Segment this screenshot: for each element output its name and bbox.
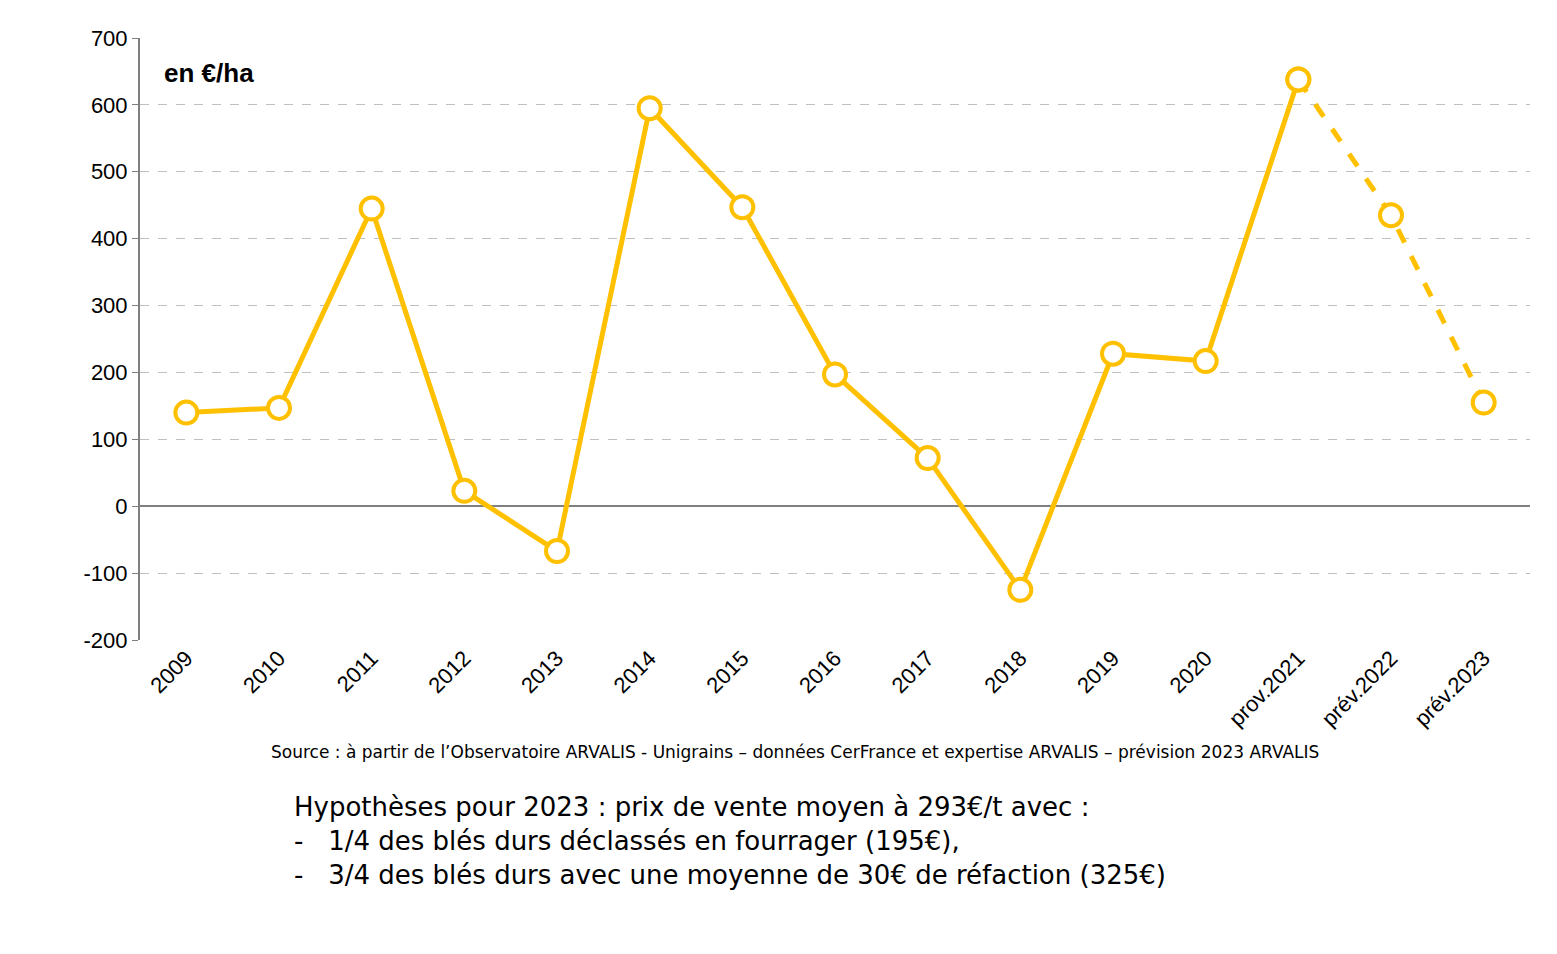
svg-text:0: 0	[115, 494, 127, 519]
svg-text:prév.2023: prév.2023	[1409, 646, 1495, 732]
svg-text:Hypothèses pour 2023 : prix de: Hypothèses pour 2023 : prix de vente moy…	[294, 792, 1166, 890]
svg-text:2016: 2016	[794, 646, 846, 698]
svg-text:prév.2022: prév.2022	[1317, 646, 1403, 732]
svg-text:600: 600	[91, 93, 128, 118]
svg-text:2018: 2018	[979, 646, 1031, 698]
svg-text:500: 500	[91, 159, 128, 184]
svg-text:2012: 2012	[423, 646, 475, 698]
svg-text:en €/ha: en €/ha	[164, 58, 254, 88]
svg-text:400: 400	[91, 226, 128, 251]
svg-text:2015: 2015	[701, 646, 753, 698]
svg-text:2009: 2009	[145, 646, 197, 698]
svg-text:300: 300	[91, 293, 128, 318]
svg-text:2017: 2017	[887, 646, 939, 698]
svg-text:2020: 2020	[1165, 646, 1217, 698]
svg-text:Source : à partir de l’Observa: Source : à partir de l’Observatoire ARVA…	[271, 742, 1319, 762]
svg-text:2014: 2014	[609, 646, 661, 698]
svg-text:-100: -100	[84, 561, 128, 586]
svg-text:100: 100	[91, 427, 128, 452]
svg-text:2010: 2010	[238, 646, 290, 698]
svg-text:700: 700	[91, 26, 128, 51]
svg-text:2013: 2013	[516, 646, 568, 698]
svg-text:2019: 2019	[1072, 646, 1124, 698]
svg-text:200: 200	[91, 360, 128, 385]
svg-text:prov.2021: prov.2021	[1224, 646, 1310, 732]
svg-text:-200: -200	[84, 628, 128, 653]
svg-text:2011: 2011	[332, 646, 383, 697]
